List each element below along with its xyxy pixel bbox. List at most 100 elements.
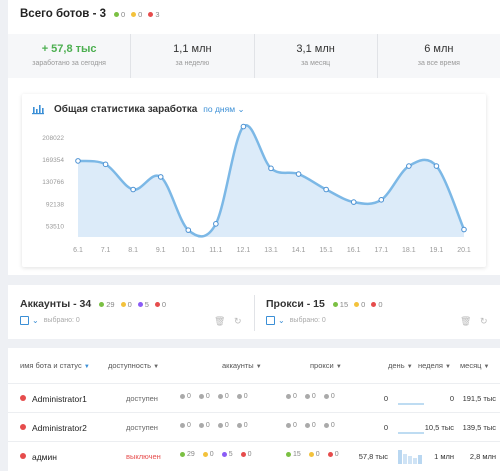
- account-indicator: 0: [198, 422, 210, 429]
- stat-value: 3,1 млн: [296, 43, 335, 55]
- column-label: месяц: [460, 361, 482, 370]
- stat-value: 6 млн: [424, 43, 454, 55]
- chart-point[interactable]: [75, 158, 81, 164]
- earnings-day: 57,8 тыс: [358, 452, 388, 461]
- chart-point[interactable]: [268, 165, 274, 172]
- count-value: 3: [155, 9, 160, 19]
- chart-point[interactable]: [461, 226, 467, 233]
- stat-week: 1,1 млн за неделю: [131, 34, 255, 78]
- earnings-day: 0: [383, 423, 388, 432]
- column-header-name[interactable]: имя бота и статус ▼: [20, 361, 90, 370]
- chart-point[interactable]: [323, 186, 329, 193]
- chart-point[interactable]: [378, 197, 385, 203]
- account-indicator: 0: [236, 422, 248, 429]
- x-tick-label: 8.1: [128, 247, 138, 254]
- accounts-count-green: 29: [99, 299, 115, 309]
- earnings-week: 1 млн: [434, 452, 454, 461]
- proxies-title: Прокси - 15: [266, 298, 325, 310]
- dot-icon: [286, 423, 291, 428]
- table-row[interactable]: Administrator2 доступен 0 0 0 0 0 0 0 0 10,5 тыс 13…: [8, 412, 500, 440]
- column-label: день: [388, 361, 405, 370]
- table-row[interactable]: админ выключен 29 0 5 0 15 0 0 57,8 тыс 1 млн 2,8 …: [8, 441, 500, 469]
- proxies-count-red: 0: [371, 300, 382, 309]
- red-dot-icon: [148, 11, 154, 17]
- sparkline-bars: [398, 450, 422, 464]
- column-header-proxies[interactable]: прокси ▼: [310, 361, 342, 370]
- proxy-indicators: 15 0 0: [286, 451, 347, 458]
- refresh-icon[interactable]: ↻: [234, 316, 242, 326]
- column-header-week[interactable]: неделя ▼: [418, 361, 451, 370]
- period-label: по дням: [203, 104, 236, 114]
- table-row[interactable]: Administrator1 доступен 0 0 0 0 0 0 0 0 0 191,5 тыс: [8, 383, 500, 411]
- chart-header: Общая статистика заработка по дням ⌄: [32, 104, 245, 115]
- dot-icon: [217, 423, 223, 428]
- sort-down-icon: ▼: [335, 364, 342, 370]
- stat-label: за неделю: [175, 60, 210, 67]
- availability-status: доступен: [126, 394, 158, 403]
- y-tick-label: 169354: [42, 157, 64, 164]
- stat-value: + 57,8 тыс: [41, 43, 97, 55]
- sort-down-icon: ▼: [255, 364, 262, 370]
- select-all-checkbox[interactable]: [20, 316, 29, 325]
- bot-name[interactable]: Administrator2: [32, 423, 87, 433]
- refresh-icon[interactable]: ↻: [480, 316, 488, 326]
- trash-icon[interactable]: 🗑: [214, 316, 226, 326]
- stat-month: 3,1 млн за месяц: [255, 34, 378, 78]
- bot-name[interactable]: Administrator1: [32, 394, 87, 404]
- column-header-month[interactable]: месяц ▼: [460, 361, 489, 370]
- availability-status: доступен: [126, 423, 158, 432]
- count-value: 29: [106, 299, 115, 309]
- chart-point[interactable]: [295, 171, 302, 177]
- chevron-down-icon[interactable]: ⌄: [32, 316, 39, 325]
- proxy-indicator: 0: [286, 422, 297, 429]
- column-header-availability[interactable]: доступность ▼: [108, 361, 159, 370]
- bot-name[interactable]: админ: [32, 452, 57, 462]
- green-dot-icon: [99, 301, 105, 307]
- bots-table: имя бота и статус ▼ доступность ▼ аккаун…: [8, 348, 500, 471]
- yellow-dot-icon: [120, 301, 126, 307]
- accounts-select-control: ⌄ выбрано: 0: [20, 316, 80, 325]
- count-value: 0: [127, 299, 132, 309]
- period-dropdown[interactable]: по дням ⌄: [203, 104, 244, 115]
- dot-icon: [236, 394, 242, 399]
- chart-point[interactable]: [406, 163, 412, 169]
- chart-point[interactable]: [130, 186, 136, 193]
- chevron-down-icon[interactable]: ⌄: [278, 316, 285, 325]
- green-dot-icon: [332, 301, 338, 307]
- column-header-day[interactable]: день ▼: [388, 361, 413, 370]
- dot-icon: [217, 394, 223, 399]
- proxy-indicator: 0: [304, 393, 316, 400]
- selected-count: выбрано: 0: [289, 317, 326, 324]
- account-indicator: 5: [221, 451, 233, 458]
- chart-point[interactable]: [350, 199, 357, 205]
- accounts-title: Аккаунты - 34: [20, 298, 92, 310]
- chart-point[interactable]: [157, 174, 164, 180]
- chart-point[interactable]: [102, 161, 109, 168]
- chart-point[interactable]: [240, 123, 247, 130]
- y-tick-label: 208022: [42, 135, 64, 142]
- column-header-accounts[interactable]: аккаунты ▼: [222, 361, 262, 370]
- accounts-count-purple: 5: [137, 300, 149, 309]
- count-value: 0: [361, 299, 366, 309]
- x-tick-label: 7.1: [101, 247, 111, 254]
- dot-icon: [240, 452, 246, 457]
- dot-icon: [304, 394, 310, 399]
- trash-icon[interactable]: 🗑: [460, 316, 472, 326]
- proxies-panel: Прокси - 15 15 0 0 ⌄ выбрано: 0 🗑 ↻: [254, 285, 500, 339]
- column-label: неделя: [418, 361, 443, 370]
- x-tick-label: 14.1: [292, 247, 306, 254]
- chart-point[interactable]: [213, 221, 219, 227]
- x-tick-label: 16.1: [347, 247, 361, 254]
- account-indicator: 0: [180, 422, 191, 429]
- y-tick-label: 92138: [46, 201, 64, 208]
- earnings-month: 2,8 млн: [469, 452, 496, 461]
- earnings-week: 0: [449, 394, 454, 403]
- count-value: 0: [121, 9, 126, 19]
- chart-point[interactable]: [185, 227, 192, 233]
- accounts-status-counts: 29 0 5 0: [99, 300, 172, 309]
- select-all-checkbox[interactable]: [266, 316, 275, 325]
- yellow-dot-icon: [354, 301, 360, 307]
- chart-point[interactable]: [433, 163, 440, 169]
- bots-count-green: 0: [114, 10, 125, 19]
